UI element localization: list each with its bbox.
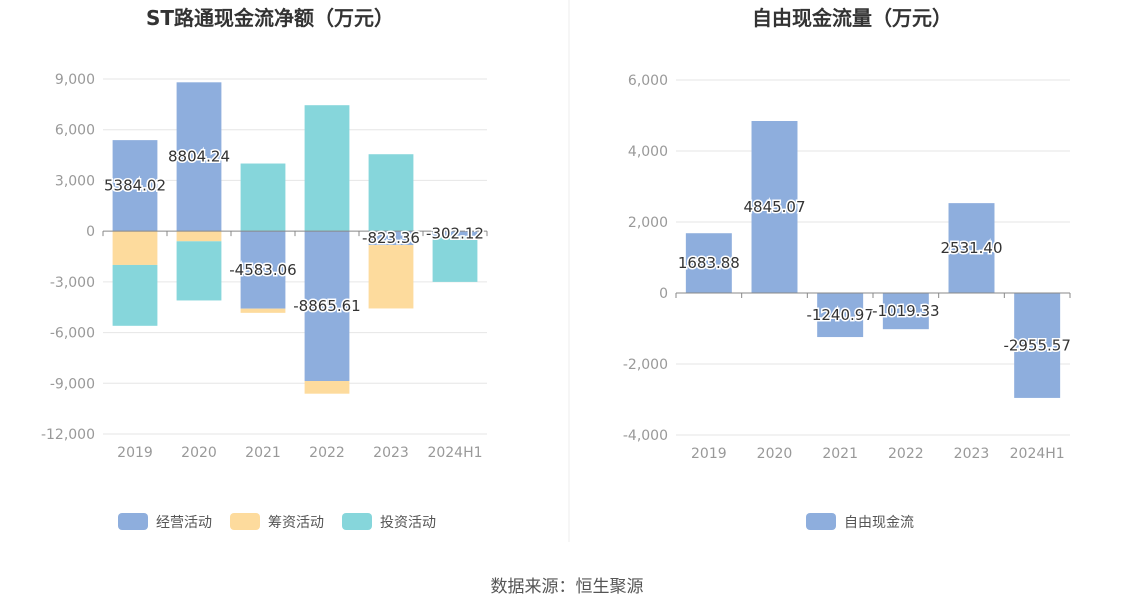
bar-自由现金流-2021 [817, 293, 864, 338]
bar-自由现金流-2024H1 [1014, 293, 1061, 398]
y-tick-label: -6,000 [50, 326, 95, 342]
legend-label-投资活动: 投资活动 [380, 515, 436, 531]
y-tick-label: -4,000 [623, 428, 668, 444]
y-tick-label: 3,000 [55, 173, 95, 189]
bar-自由现金流-2019 [685, 233, 732, 293]
y-tick-label: -3,000 [50, 275, 95, 291]
x-tick-label: 2022 [309, 445, 345, 461]
bar-投资活动-2021 [240, 163, 286, 232]
legend-label-经营活动: 经营活动 [156, 515, 212, 531]
data-label: -1019.33 [872, 302, 939, 320]
x-tick-label: 2020 [757, 446, 793, 462]
bar-经营活动-2024H1 [432, 231, 478, 237]
data-source-note: 数据来源：恒生聚源 [491, 577, 644, 597]
x-tick-label: 2024H1 [427, 445, 482, 461]
y-tick-label: 4,000 [628, 144, 668, 160]
x-tick-label: 2020 [181, 445, 217, 461]
data-label: -302.12 [426, 225, 484, 243]
data-label: -1240.97 [806, 306, 873, 324]
y-tick-label: 6,000 [55, 123, 95, 139]
bar-筹资活动-2023 [368, 245, 414, 309]
right-chart-title: 自由现金流量（万元） [752, 6, 952, 30]
legend-swatch-自由现金流 [806, 513, 836, 530]
legend-swatch-筹资活动 [230, 513, 260, 530]
data-label: 4845.07 [743, 198, 805, 216]
x-tick-label: 2021 [822, 446, 858, 462]
y-tick-label: -12,000 [41, 427, 95, 443]
legend-swatch-投资活动 [342, 513, 372, 530]
x-tick-label: 2023 [954, 446, 990, 462]
bar-筹资活动-2020 [176, 231, 222, 242]
bar-自由现金流-2020 [751, 121, 798, 293]
x-tick-label: 2019 [691, 446, 727, 462]
bar-经营活动-2020 [176, 82, 222, 232]
bar-投资活动-2020 [176, 241, 222, 301]
bar-投资活动-2024H1 [432, 236, 478, 282]
bar-投资活动-2019 [112, 264, 158, 326]
legend-label-筹资活动: 筹资活动 [268, 514, 324, 531]
data-label: -823.36 [362, 229, 420, 247]
x-tick-label: 2023 [373, 445, 409, 461]
data-label: -2955.57 [1003, 336, 1070, 354]
x-tick-label: 2022 [888, 446, 924, 462]
bar-筹资活动-2021 [240, 308, 286, 313]
x-tick-label: 2021 [245, 445, 281, 461]
data-label: -4583.06 [229, 261, 296, 279]
data-label: 8804.24 [168, 148, 230, 166]
bar-经营活动-2021 [240, 231, 286, 309]
bar-经营活动-2022 [304, 231, 350, 382]
bar-经营活动-2019 [112, 140, 158, 232]
y-tick-label: -2,000 [623, 357, 668, 373]
bar-经营活动-2023 [368, 231, 414, 246]
bar-自由现金流-2023 [948, 203, 995, 293]
bar-自由现金流-2022 [882, 293, 929, 330]
bar-筹资活动-2022 [304, 381, 350, 394]
legend-swatch-经营活动 [118, 513, 148, 530]
left-chart-title: ST路通现金流净额（万元） [146, 6, 394, 30]
y-tick-label: 9,000 [55, 72, 95, 88]
left-cashflow-chart: 9,000 6,000 3,000 0 -3,000 -6,000 -9,000 -12,00… [41, 72, 488, 531]
bar-投资活动-2022 [304, 105, 350, 232]
data-label: 1683.88 [678, 254, 740, 272]
y-tick-label: 0 [659, 286, 668, 302]
data-label: 2531.40 [940, 239, 1002, 257]
x-tick-label: 2019 [117, 445, 153, 461]
y-tick-label: -9,000 [50, 376, 95, 392]
data-label: 5384.02 [104, 177, 166, 195]
y-tick-label: 6,000 [628, 73, 668, 89]
data-label: -8865.61 [293, 297, 360, 315]
y-tick-label: 2,000 [628, 215, 668, 231]
x-tick-label: 2024H1 [1010, 446, 1065, 462]
right-free-cashflow-chart: 6,000 4,000 2,000 0 -2,000 -4,000 2019 2020 2021… [623, 73, 1073, 531]
legend-label-自由现金流: 自由现金流 [844, 515, 914, 531]
y-tick-label: 0 [86, 224, 95, 240]
bar-筹资活动-2019 [112, 231, 158, 265]
bar-投资活动-2023 [368, 154, 414, 232]
